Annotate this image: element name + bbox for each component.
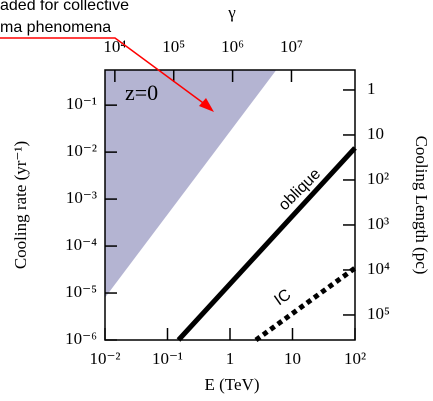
x2-axis-label: γ: [227, 3, 236, 22]
annotation-arrow: [0, 37, 211, 109]
y-tick-label: 10⁻¹: [66, 94, 97, 113]
x-tick-label: 10⁻²: [89, 349, 120, 368]
y-axis-label: Cooling rate (yr⁻¹): [11, 141, 30, 269]
arrow-head: [199, 98, 214, 112]
y-tick-label: 10⁻²: [66, 141, 97, 160]
x2-tick-label: 10⁴: [103, 37, 126, 56]
x-tick-label: 10⁻¹: [152, 349, 183, 368]
annotation: aded for collective: [0, 0, 129, 14]
y2-tick-label: 10²: [367, 169, 389, 188]
x-axis-label: E (TeV): [205, 375, 260, 394]
series-line: [254, 266, 357, 343]
y-tick-label: 10⁻⁵: [65, 282, 97, 301]
y2-tick-label: 1: [367, 79, 376, 98]
y-tick-label: 10⁻⁴: [65, 235, 97, 254]
x-tick-label: 10²: [344, 349, 366, 368]
x2-tick-label: 10⁵: [162, 37, 185, 56]
y2-tick-label: 10⁴: [367, 259, 390, 278]
shaded-region: [105, 70, 277, 298]
y2-tick-label: 10³: [367, 214, 389, 233]
x-tick-label: 10: [284, 349, 301, 368]
annotation: ma phenomena: [0, 19, 111, 36]
y-tick-label: 10⁻⁶: [65, 329, 97, 348]
annotation: z=0: [125, 80, 158, 105]
x2-tick-label: 10⁷: [280, 37, 303, 56]
y2-tick-label: 10: [367, 124, 384, 143]
x2-tick-label: 10⁶: [221, 37, 244, 56]
y2-axis-label: Cooling Length (pc): [412, 136, 431, 275]
series-label: IC: [271, 286, 294, 309]
series-line: [176, 146, 357, 342]
y-tick-label: 10⁻³: [66, 188, 97, 207]
x-tick-label: 1: [226, 349, 235, 368]
y2-tick-label: 10⁵: [367, 304, 390, 323]
